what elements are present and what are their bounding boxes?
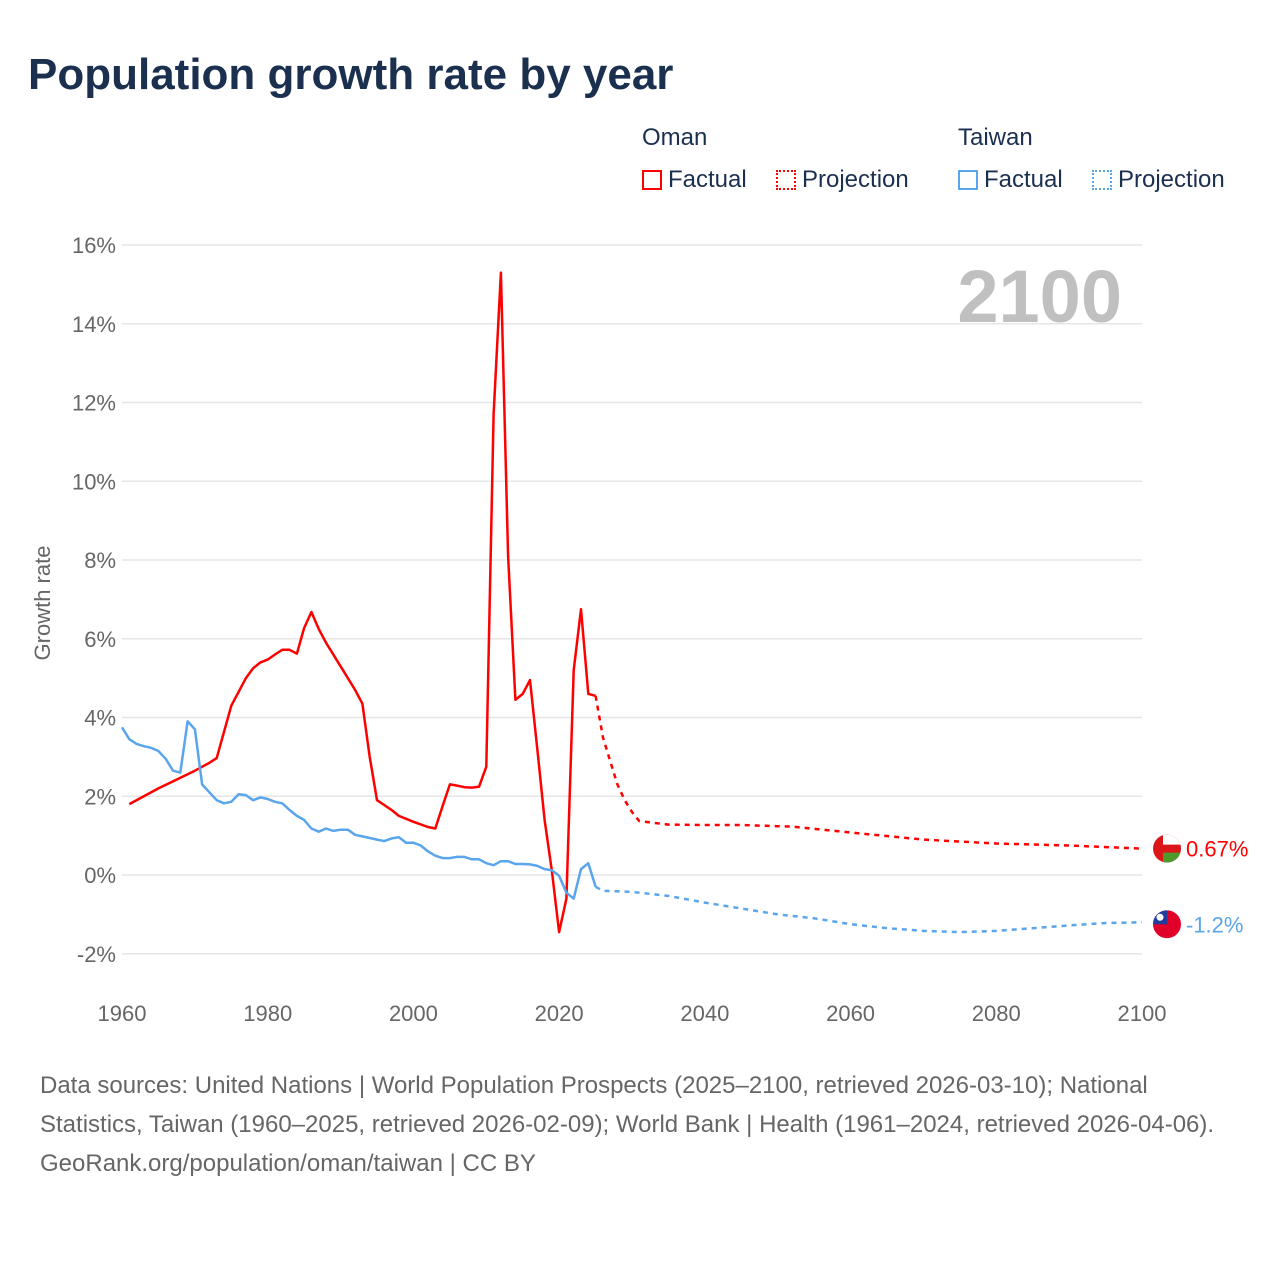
y-tick-label: 6%	[84, 627, 116, 652]
line-chart: 16% 14% 12% 10% 8% 6% 4% 2% 0% -2% 1960 1980 2000 202…	[30, 233, 1248, 1026]
x-tick-label: 2040	[680, 1001, 729, 1026]
y-tick-label: 4%	[84, 706, 116, 731]
x-tick-label: 2080	[972, 1001, 1021, 1026]
x-tick-label: 2100	[1118, 1001, 1167, 1026]
y-tick-label: 12%	[72, 391, 116, 416]
legend-label: Factual	[984, 166, 1063, 193]
x-tick-label: 2020	[535, 1001, 584, 1026]
y-tick-label: 0%	[84, 863, 116, 888]
series-line-taiwan-projection	[594, 885, 1143, 934]
series-line-taiwan-factual	[120, 720, 597, 900]
credit-link[interactable]: GeoRank.org/population/oman/taiwan | CC …	[40, 1150, 536, 1177]
y-tick-label: 14%	[72, 312, 116, 337]
legend-swatch-solid	[642, 170, 662, 190]
legend-label: Factual	[668, 166, 747, 193]
legend-taiwan-factual[interactable]: Factual	[958, 166, 1063, 194]
series-line-oman-factual	[128, 271, 596, 934]
year-watermark: 2100	[957, 255, 1122, 338]
legend-oman-projection[interactable]: Projection	[776, 166, 909, 194]
x-tick-label: 2060	[826, 1001, 875, 1026]
legend-group-taiwan: Taiwan	[958, 124, 1033, 151]
end-value-label-oman: 0.67%	[1186, 837, 1248, 862]
legend-oman-factual[interactable]: Factual	[642, 166, 747, 194]
x-tick-label: 1960	[98, 1001, 147, 1026]
y-tick-label: 8%	[84, 548, 116, 573]
page-title: Population growth rate by year	[28, 50, 674, 99]
legend-label: Projection	[1118, 166, 1225, 193]
taiwan-flag-icon	[1153, 910, 1181, 939]
y-tick-label: -2%	[77, 942, 116, 967]
data-sources: Data sources: United Nations | World Pop…	[40, 1072, 1215, 1138]
legend-taiwan-projection[interactable]: Projection	[1092, 166, 1225, 194]
legend-swatch-dotted	[776, 170, 796, 190]
y-axis-label: Growth rate	[30, 546, 55, 661]
end-value-label-taiwan: -1.2%	[1186, 912, 1243, 937]
legend-group-oman: Oman	[642, 124, 708, 151]
x-tick-label: 1980	[243, 1001, 292, 1026]
y-tick-label: 16%	[72, 233, 116, 258]
legend-swatch-solid	[958, 170, 978, 190]
footer: Data sources: United Nations | World Pop…	[40, 1066, 1250, 1183]
x-tick-label: 2000	[389, 1001, 438, 1026]
oman-flag-icon	[1153, 834, 1181, 863]
series-line-oman-projection	[594, 695, 1143, 850]
y-tick-label: 10%	[72, 469, 116, 494]
legend-label: Projection	[802, 166, 909, 193]
legend-swatch-dotted	[1092, 170, 1112, 190]
y-tick-label: 2%	[84, 784, 116, 809]
